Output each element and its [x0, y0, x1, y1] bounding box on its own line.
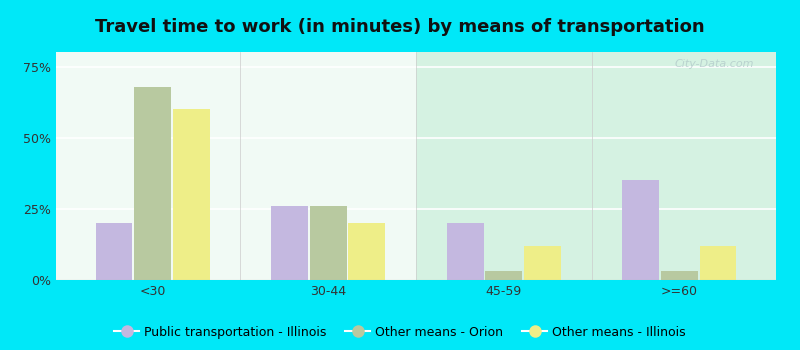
Bar: [310, 206, 346, 280]
Text: City-Data.com: City-Data.com: [675, 59, 754, 69]
Legend: Public transportation - Illinois, Other means - Orion, Other means - Illinois: Public transportation - Illinois, Other …: [110, 321, 690, 344]
Bar: [661, 272, 698, 280]
Bar: [486, 272, 522, 280]
Text: Travel time to work (in minutes) by means of transportation: Travel time to work (in minutes) by mean…: [95, 18, 705, 35]
Bar: [134, 86, 171, 280]
Bar: [700, 246, 737, 280]
Bar: [271, 206, 308, 280]
Bar: [173, 109, 210, 280]
Bar: [622, 181, 659, 280]
Bar: [348, 223, 386, 280]
Bar: [524, 246, 561, 280]
Bar: [446, 223, 484, 280]
Bar: [95, 223, 132, 280]
